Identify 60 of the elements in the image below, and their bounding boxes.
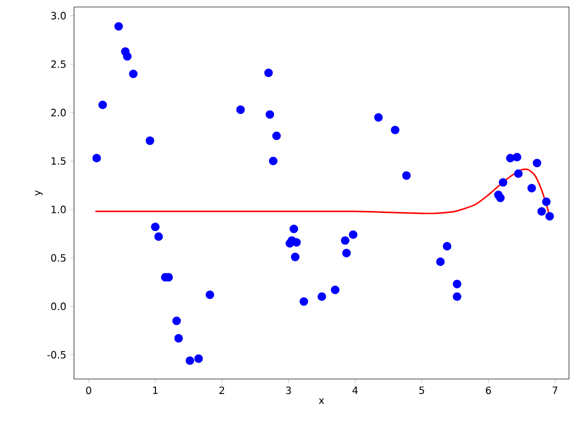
point xyxy=(206,290,214,299)
point xyxy=(537,207,546,216)
x-tick-label: 7 xyxy=(552,386,558,394)
point xyxy=(527,184,536,192)
y-tick-label: 2.5 xyxy=(51,60,66,68)
point xyxy=(264,68,273,78)
point xyxy=(390,126,400,134)
y-tick-label: -0.5 xyxy=(47,350,66,359)
point xyxy=(154,232,163,241)
point xyxy=(98,100,107,110)
point xyxy=(194,354,203,363)
point xyxy=(348,230,358,239)
point xyxy=(442,242,452,251)
y-tick-label: 0.0 xyxy=(51,302,66,310)
point xyxy=(318,292,326,301)
point xyxy=(300,297,308,306)
y-tick-label: 0.5 xyxy=(51,254,66,262)
x-tick-label: 3 xyxy=(286,386,291,394)
point xyxy=(146,136,154,145)
point xyxy=(374,113,383,122)
point xyxy=(266,110,274,119)
point xyxy=(268,156,278,166)
point xyxy=(542,197,551,206)
point xyxy=(512,152,522,162)
point xyxy=(452,292,462,301)
y-tick-label: 2.0 xyxy=(51,108,66,116)
y-tick-label: 1.5 xyxy=(52,157,66,165)
x-tick-label: 6 xyxy=(486,386,491,394)
point xyxy=(452,280,462,288)
point xyxy=(92,154,101,162)
point xyxy=(402,171,411,180)
point xyxy=(172,316,181,326)
point xyxy=(236,105,245,114)
y-tick-label: 3.0 xyxy=(51,12,66,20)
point xyxy=(342,248,351,258)
point xyxy=(436,258,445,266)
point xyxy=(330,286,340,294)
point xyxy=(272,132,281,140)
y-tick-label: 1.0 xyxy=(52,206,66,214)
point xyxy=(114,22,123,31)
point xyxy=(496,194,505,202)
point xyxy=(514,169,523,178)
x-tick-label: 4 xyxy=(352,386,358,394)
x-tick-label: 5 xyxy=(419,386,424,394)
point xyxy=(123,52,132,61)
point xyxy=(151,222,160,232)
point xyxy=(532,158,542,168)
point xyxy=(545,212,554,221)
y-axis-title: y xyxy=(35,190,43,196)
point xyxy=(290,252,300,262)
x-axis-title: x xyxy=(318,398,324,404)
point xyxy=(290,224,298,234)
point xyxy=(129,70,138,78)
point xyxy=(174,334,183,343)
x-tick-label: 0 xyxy=(86,386,92,394)
x-tick-label: 2 xyxy=(219,386,224,394)
point xyxy=(186,356,194,365)
point xyxy=(340,236,350,245)
x-tick-label: 1 xyxy=(153,386,158,394)
point xyxy=(498,178,508,187)
